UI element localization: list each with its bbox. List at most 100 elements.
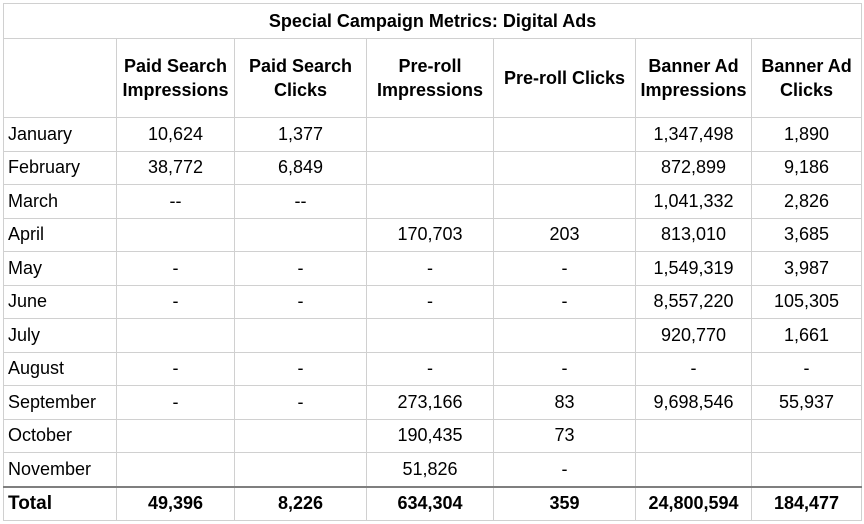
total-cell: 359 <box>493 485 636 521</box>
table-row: March -- -- 1,041,332 2,826 <box>3 184 863 219</box>
table-cell: 813,010 <box>635 217 752 252</box>
table-cell <box>366 117 494 152</box>
total-cell: 634,304 <box>366 485 494 521</box>
table-cell: 83 <box>493 385 636 420</box>
table-cell: - <box>493 351 636 386</box>
total-cell: 184,477 <box>750 485 863 521</box>
table-cell: - <box>234 351 367 386</box>
column-header-preroll-clicks: Pre-roll Clicks <box>493 38 636 118</box>
month-label: November <box>3 452 117 487</box>
table-cell: - <box>366 351 494 386</box>
table-row: January 10,624 1,377 1,347,498 1,890 <box>3 117 863 152</box>
total-cell: 49,396 <box>116 485 235 521</box>
column-header-banner-impressions: Banner Ad Impressions <box>635 38 752 118</box>
table-cell: 9,698,546 <box>635 385 752 420</box>
table-cell: 10,624 <box>116 117 235 152</box>
table-cell <box>234 418 367 453</box>
table-row: February 38,772 6,849 872,899 9,186 <box>3 150 863 185</box>
table-row: November 51,826- <box>3 452 863 487</box>
total-label: Total <box>3 485 117 521</box>
total-cell: 8,226 <box>234 485 367 521</box>
table-cell: 73 <box>493 418 636 453</box>
table-cell <box>493 184 636 219</box>
table-row: August - - - - - - <box>3 351 863 386</box>
month-label: May <box>3 251 117 286</box>
table-cell: 38,772 <box>116 150 235 185</box>
table-cell: - <box>116 284 235 319</box>
table-body: January 10,624 1,377 1,347,498 1,890 February… <box>3 117 863 487</box>
table-cell <box>750 452 863 487</box>
column-header-banner-clicks: Banner Ad Clicks <box>750 38 863 118</box>
table-cell <box>635 452 752 487</box>
table-row: May - - - -1,549,319 3,987 <box>3 251 863 286</box>
table-cell: -- <box>234 184 367 219</box>
month-label: October <box>3 418 117 453</box>
month-label: June <box>3 284 117 319</box>
table-cell: - <box>493 452 636 487</box>
table-cell <box>116 418 235 453</box>
month-label: January <box>3 117 117 152</box>
table-cell: 920,770 <box>635 318 752 353</box>
table-cell: 8,557,220 <box>635 284 752 319</box>
table-cell: - <box>366 284 494 319</box>
table-row: June - - - -8,557,220 105,305 <box>3 284 863 319</box>
table-cell <box>366 184 494 219</box>
table-cell: - <box>116 351 235 386</box>
table-cell: 51,826 <box>366 452 494 487</box>
table-cell: 105,305 <box>750 284 863 319</box>
table-cell: 203 <box>493 217 636 252</box>
table-cell: 2,826 <box>750 184 863 219</box>
title-row: Special Campaign Metrics: Digital Ads <box>2 3 863 39</box>
table-cell <box>234 217 367 252</box>
table-cell: 170,703 <box>366 217 494 252</box>
table-cell: 6,849 <box>234 150 367 185</box>
month-label: February <box>3 150 117 185</box>
table-cell <box>366 318 494 353</box>
table-cell: - <box>493 284 636 319</box>
month-label: March <box>3 184 117 219</box>
table-row: July 920,770 1,661 <box>3 318 863 353</box>
table-cell: 1,377 <box>234 117 367 152</box>
table-cell: 1,890 <box>750 117 863 152</box>
total-row: Total 49,396 8,226 634,304 359 24,800,59… <box>3 485 863 521</box>
campaign-metrics-table: Special Campaign Metrics: Digital Ads Pa… <box>2 3 863 521</box>
table-cell: 9,186 <box>750 150 863 185</box>
table-cell: 1,661 <box>750 318 863 353</box>
table-cell: -- <box>116 184 235 219</box>
column-header-paid-search-impressions: Paid Search Impressions <box>116 38 235 118</box>
table-cell: 1,347,498 <box>635 117 752 152</box>
table-cell <box>493 318 636 353</box>
table-cell: - <box>116 385 235 420</box>
table-cell: 3,987 <box>750 251 863 286</box>
table-cell: 3,685 <box>750 217 863 252</box>
table-cell <box>234 452 367 487</box>
table-cell <box>366 150 494 185</box>
month-label: September <box>3 385 117 420</box>
table-cell <box>493 150 636 185</box>
table-cell <box>234 318 367 353</box>
table-cell <box>493 117 636 152</box>
column-header-paid-search-clicks: Paid Search Clicks <box>234 38 367 118</box>
table-cell: - <box>750 351 863 386</box>
table-cell <box>116 318 235 353</box>
table-title: Special Campaign Metrics: Digital Ads <box>2 3 863 39</box>
table-cell <box>116 217 235 252</box>
column-header-preroll-impressions: Pre-roll Impressions <box>366 38 494 118</box>
table-cell <box>635 418 752 453</box>
month-label: August <box>3 351 117 386</box>
table-cell: - <box>635 351 752 386</box>
table-cell: - <box>366 251 494 286</box>
table-cell: 273,166 <box>366 385 494 420</box>
table-cell <box>116 452 235 487</box>
table-cell: - <box>493 251 636 286</box>
table-cell: 55,937 <box>750 385 863 420</box>
table-cell: - <box>116 251 235 286</box>
header-row: Paid Search Impressions Paid Search Clic… <box>3 38 863 118</box>
total-cell: 24,800,594 <box>635 485 752 521</box>
table-row: September - -273,166 83 9,698,546 55,937 <box>3 385 863 420</box>
table-cell: - <box>234 385 367 420</box>
table-cell: - <box>234 251 367 286</box>
column-header-month <box>3 38 117 118</box>
table-row: October 190,435 73 <box>3 418 863 453</box>
table-cell: - <box>234 284 367 319</box>
